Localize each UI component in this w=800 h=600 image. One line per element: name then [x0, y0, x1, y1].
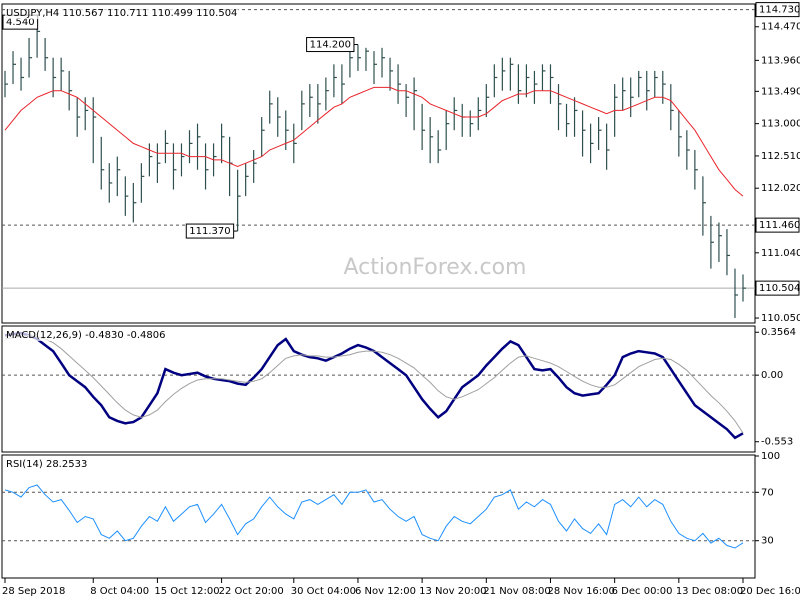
indicator-line [4, 334, 744, 434]
level-label: 114.730 [759, 5, 800, 16]
x-tick-label: 6 Nov 12:00 [355, 586, 416, 597]
x-tick-label: 21 Nov 08:00 [483, 586, 550, 597]
panel-title: RSI(14) 28.2533 [6, 459, 87, 470]
annotation-label: 111.370 [189, 226, 230, 237]
level-box [755, 217, 800, 233]
watermark: ActionForex.com [344, 255, 527, 280]
y-tick-label: 111.040 [761, 248, 800, 259]
x-tick-label: 28 Sep 2018 [2, 586, 65, 597]
level-label: 110.504 [759, 283, 800, 294]
level-box [755, 280, 800, 296]
panel-title: USDJPY,H4 110.567 110.711 110.499 110.50… [6, 8, 237, 19]
x-tick-label: 20 Dec 16:00 [740, 586, 800, 597]
price-panel [1, 3, 756, 324]
panel-title: MACD(12,26,9) -0.4830 -0.4806 [6, 330, 166, 341]
annotation-label: 114.200 [310, 40, 351, 51]
y-tick-label: 112.020 [761, 183, 800, 194]
rsi-panel [1, 454, 756, 579]
level-box [755, 2, 800, 18]
x-tick-label: 13 Nov 20:00 [419, 586, 486, 597]
title-bg [5, 458, 89, 470]
y-tick-label: 110.050 [761, 313, 800, 324]
y-tick-label: 30 [761, 536, 774, 547]
level-label: 111.460 [759, 220, 800, 231]
x-tick-label: 28 Nov 16:00 [547, 586, 614, 597]
y-tick-label: 100 [761, 451, 780, 462]
moving-average [4, 86, 744, 197]
y-tick-label: 112.510 [761, 151, 800, 162]
y-tick-label: 0.00 [761, 370, 783, 381]
y-tick-label: 113.490 [761, 86, 800, 97]
x-tick-label: 13 Dec 08:00 [676, 586, 743, 597]
y-tick-label: 113.000 [761, 119, 800, 130]
y-tick-label: 70 [761, 487, 774, 498]
x-tick-label: 6 Dec 00:00 [612, 586, 673, 597]
x-tick-label: 15 Oct 12:00 [154, 586, 219, 597]
annotation-label: 4.540 [6, 17, 35, 28]
x-tick-label: 22 Oct 20:00 [219, 586, 284, 597]
y-tick-label: 113.960 [761, 55, 800, 66]
macd-panel [1, 325, 756, 453]
indicator-line [4, 484, 744, 549]
x-tick-label: 8 Oct 04:00 [90, 586, 149, 597]
title-bg [5, 329, 167, 341]
title-bg [5, 7, 239, 19]
y-tick-label: -0.553 [761, 437, 793, 448]
x-tick-label: 30 Oct 04:00 [291, 586, 356, 597]
y-tick-label: 114.470 [761, 22, 800, 33]
y-tick-label: 0.3564 [761, 327, 796, 338]
